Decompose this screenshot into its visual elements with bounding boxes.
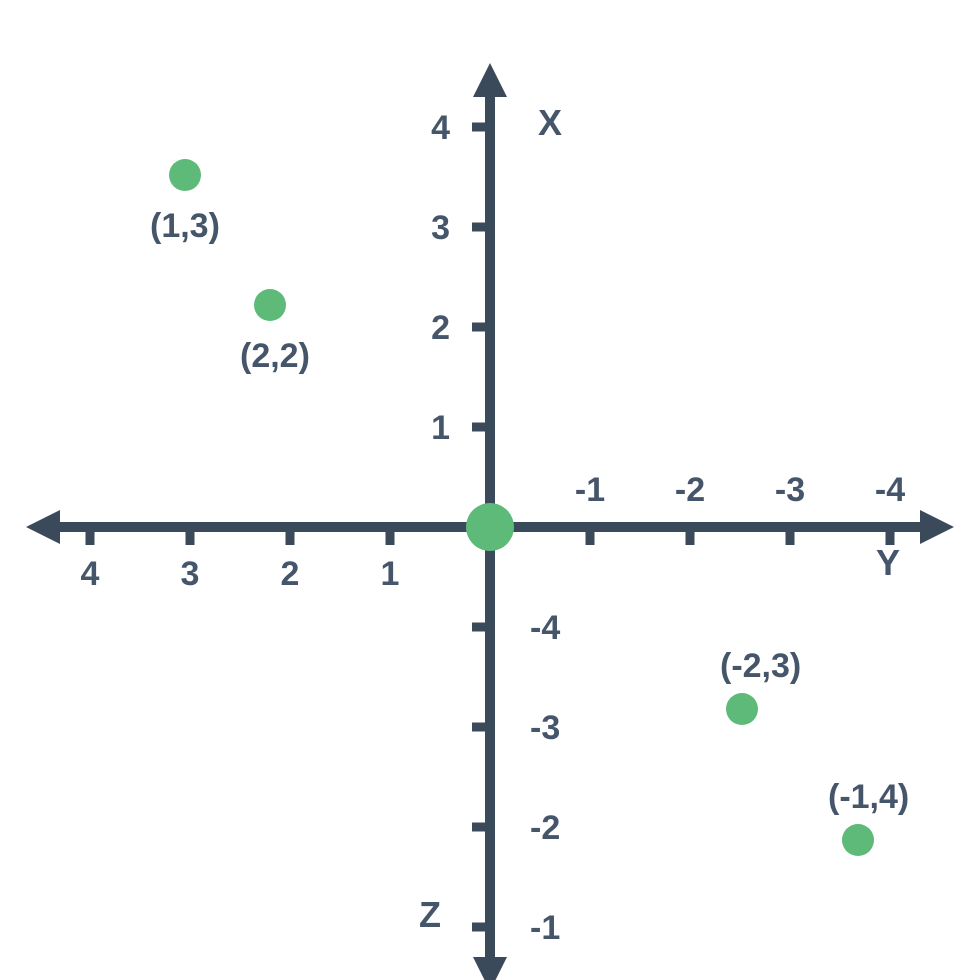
data-point-label: (2,2)	[240, 337, 310, 375]
x-tick-label: -3	[775, 471, 805, 509]
data-point	[726, 693, 758, 725]
data-point-label: (-2,3)	[720, 647, 801, 685]
x-tick-label: 1	[381, 555, 400, 593]
origin-point	[466, 503, 514, 551]
data-point	[169, 159, 201, 191]
data-point	[842, 824, 874, 856]
data-point	[254, 289, 286, 321]
y-tick-label: 4	[431, 109, 450, 147]
y-tick-label: -3	[530, 709, 560, 747]
axis-label-x: X	[538, 102, 562, 143]
y-tick-label: 2	[431, 309, 450, 347]
axis-label-z: Z	[419, 894, 441, 935]
x-tick-label: -1	[575, 471, 605, 509]
x-tick-label: 4	[81, 555, 100, 593]
coordinate-chart: 1 2 3 4 -1 -2 -3 -4 1 2 3 4 -4 -3 -2 -1 X Z Y (1,3) (2,2) (-2…	[0, 0, 980, 980]
data-point-label: (1,3)	[150, 207, 220, 245]
y-tick-label: -2	[530, 809, 560, 847]
x-tick-label: 2	[281, 555, 300, 593]
y-tick-label: 1	[431, 409, 450, 447]
x-tick-label: -4	[875, 471, 905, 509]
y-tick-label: -4	[530, 609, 560, 647]
x-tick-label: 3	[181, 555, 200, 593]
data-point-label: (-1,4)	[828, 778, 909, 816]
y-tick-label: 3	[431, 209, 450, 247]
x-tick-label: -2	[675, 471, 705, 509]
axis-label-y: Y	[876, 542, 900, 583]
y-tick-label: -1	[530, 909, 560, 947]
